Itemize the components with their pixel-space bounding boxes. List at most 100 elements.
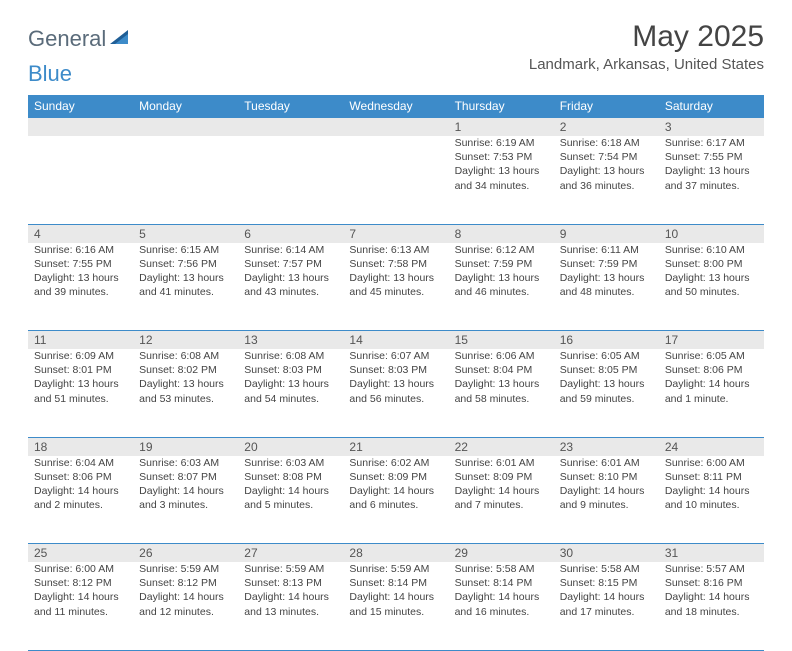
sunset-text: Sunset: 8:16 PM <box>665 576 758 590</box>
sunset-text: Sunset: 8:00 PM <box>665 257 758 271</box>
dayhead-mon: Monday <box>133 95 238 118</box>
sunset-text: Sunset: 8:11 PM <box>665 470 758 484</box>
daynum-row: 18192021222324 <box>28 437 764 456</box>
day-cell <box>238 136 343 224</box>
sunset-text: Sunset: 8:03 PM <box>349 363 442 377</box>
day2-text: and 10 minutes. <box>665 498 758 512</box>
day-number: 18 <box>28 437 133 456</box>
week-row: Sunrise: 6:09 AMSunset: 8:01 PMDaylight:… <box>28 349 764 437</box>
day2-text: and 51 minutes. <box>34 392 127 406</box>
day-cell: Sunrise: 6:14 AMSunset: 7:57 PMDaylight:… <box>238 243 343 331</box>
day-cell: Sunrise: 6:05 AMSunset: 8:05 PMDaylight:… <box>554 349 659 437</box>
day-number: 9 <box>554 224 659 243</box>
day1-text: Daylight: 14 hours <box>665 377 758 391</box>
day1-text: Daylight: 13 hours <box>455 271 548 285</box>
sunrise-text: Sunrise: 5:59 AM <box>244 562 337 576</box>
day2-text: and 59 minutes. <box>560 392 653 406</box>
day2-text: and 3 minutes. <box>139 498 232 512</box>
day-number: 13 <box>238 331 343 350</box>
day2-text: and 58 minutes. <box>455 392 548 406</box>
day-cell: Sunrise: 6:01 AMSunset: 8:09 PMDaylight:… <box>449 456 554 544</box>
sunset-text: Sunset: 8:08 PM <box>244 470 337 484</box>
sunset-text: Sunset: 8:07 PM <box>139 470 232 484</box>
day-number: 28 <box>343 544 448 563</box>
day-number: 31 <box>659 544 764 563</box>
day-number: 14 <box>343 331 448 350</box>
sunset-text: Sunset: 8:05 PM <box>560 363 653 377</box>
sunrise-text: Sunrise: 6:11 AM <box>560 243 653 257</box>
day-cell: Sunrise: 5:59 AMSunset: 8:13 PMDaylight:… <box>238 562 343 650</box>
day-number <box>28 118 133 137</box>
day2-text: and 56 minutes. <box>349 392 442 406</box>
sunrise-text: Sunrise: 5:57 AM <box>665 562 758 576</box>
day-number: 19 <box>133 437 238 456</box>
day-number: 22 <box>449 437 554 456</box>
day1-text: Daylight: 13 hours <box>139 271 232 285</box>
day-cell <box>343 136 448 224</box>
day-number: 1 <box>449 118 554 137</box>
day-number: 3 <box>659 118 764 137</box>
day1-text: Daylight: 13 hours <box>34 271 127 285</box>
day-number <box>238 118 343 137</box>
day-number <box>343 118 448 137</box>
day-cell: Sunrise: 6:10 AMSunset: 8:00 PMDaylight:… <box>659 243 764 331</box>
sunrise-text: Sunrise: 6:05 AM <box>560 349 653 363</box>
sunset-text: Sunset: 8:12 PM <box>34 576 127 590</box>
day-number: 4 <box>28 224 133 243</box>
day-number: 26 <box>133 544 238 563</box>
day-cell: Sunrise: 6:01 AMSunset: 8:10 PMDaylight:… <box>554 456 659 544</box>
daynum-row: 45678910 <box>28 224 764 243</box>
day2-text: and 53 minutes. <box>139 392 232 406</box>
sunset-text: Sunset: 8:14 PM <box>455 576 548 590</box>
day-number: 17 <box>659 331 764 350</box>
dayhead-thu: Thursday <box>449 95 554 118</box>
sunrise-text: Sunrise: 6:16 AM <box>34 243 127 257</box>
sunset-text: Sunset: 8:09 PM <box>455 470 548 484</box>
dayhead-wed: Wednesday <box>343 95 448 118</box>
day-number: 21 <box>343 437 448 456</box>
day-cell: Sunrise: 6:03 AMSunset: 8:07 PMDaylight:… <box>133 456 238 544</box>
day-cell: Sunrise: 6:11 AMSunset: 7:59 PMDaylight:… <box>554 243 659 331</box>
day-number: 12 <box>133 331 238 350</box>
day-header-row: Sunday Monday Tuesday Wednesday Thursday… <box>28 95 764 118</box>
dayhead-fri: Friday <box>554 95 659 118</box>
day1-text: Daylight: 13 hours <box>349 377 442 391</box>
day-number: 8 <box>449 224 554 243</box>
day1-text: Daylight: 13 hours <box>455 164 548 178</box>
sunrise-text: Sunrise: 6:00 AM <box>34 562 127 576</box>
sunset-text: Sunset: 7:59 PM <box>455 257 548 271</box>
day1-text: Daylight: 14 hours <box>665 484 758 498</box>
daynum-row: 25262728293031 <box>28 544 764 563</box>
day2-text: and 9 minutes. <box>560 498 653 512</box>
day1-text: Daylight: 13 hours <box>244 377 337 391</box>
sunset-text: Sunset: 8:14 PM <box>349 576 442 590</box>
day1-text: Daylight: 13 hours <box>455 377 548 391</box>
day2-text: and 48 minutes. <box>560 285 653 299</box>
day1-text: Daylight: 14 hours <box>244 590 337 604</box>
day1-text: Daylight: 14 hours <box>455 590 548 604</box>
dayhead-sun: Sunday <box>28 95 133 118</box>
day2-text: and 50 minutes. <box>665 285 758 299</box>
day1-text: Daylight: 14 hours <box>349 484 442 498</box>
sunrise-text: Sunrise: 6:15 AM <box>139 243 232 257</box>
day-cell: Sunrise: 6:06 AMSunset: 8:04 PMDaylight:… <box>449 349 554 437</box>
day1-text: Daylight: 14 hours <box>244 484 337 498</box>
sunrise-text: Sunrise: 5:58 AM <box>560 562 653 576</box>
sunset-text: Sunset: 7:54 PM <box>560 150 653 164</box>
day-cell: Sunrise: 5:57 AMSunset: 8:16 PMDaylight:… <box>659 562 764 650</box>
sunset-text: Sunset: 8:04 PM <box>455 363 548 377</box>
sunset-text: Sunset: 8:12 PM <box>139 576 232 590</box>
day-cell: Sunrise: 6:16 AMSunset: 7:55 PMDaylight:… <box>28 243 133 331</box>
week-row: Sunrise: 6:16 AMSunset: 7:55 PMDaylight:… <box>28 243 764 331</box>
day2-text: and 2 minutes. <box>34 498 127 512</box>
sunrise-text: Sunrise: 6:03 AM <box>139 456 232 470</box>
sunset-text: Sunset: 8:09 PM <box>349 470 442 484</box>
sunrise-text: Sunrise: 6:04 AM <box>34 456 127 470</box>
day-cell: Sunrise: 6:08 AMSunset: 8:03 PMDaylight:… <box>238 349 343 437</box>
day2-text: and 39 minutes. <box>34 285 127 299</box>
sunrise-text: Sunrise: 6:18 AM <box>560 136 653 150</box>
sunset-text: Sunset: 7:57 PM <box>244 257 337 271</box>
day-number: 20 <box>238 437 343 456</box>
week-row: Sunrise: 6:04 AMSunset: 8:06 PMDaylight:… <box>28 456 764 544</box>
day-cell: Sunrise: 6:18 AMSunset: 7:54 PMDaylight:… <box>554 136 659 224</box>
